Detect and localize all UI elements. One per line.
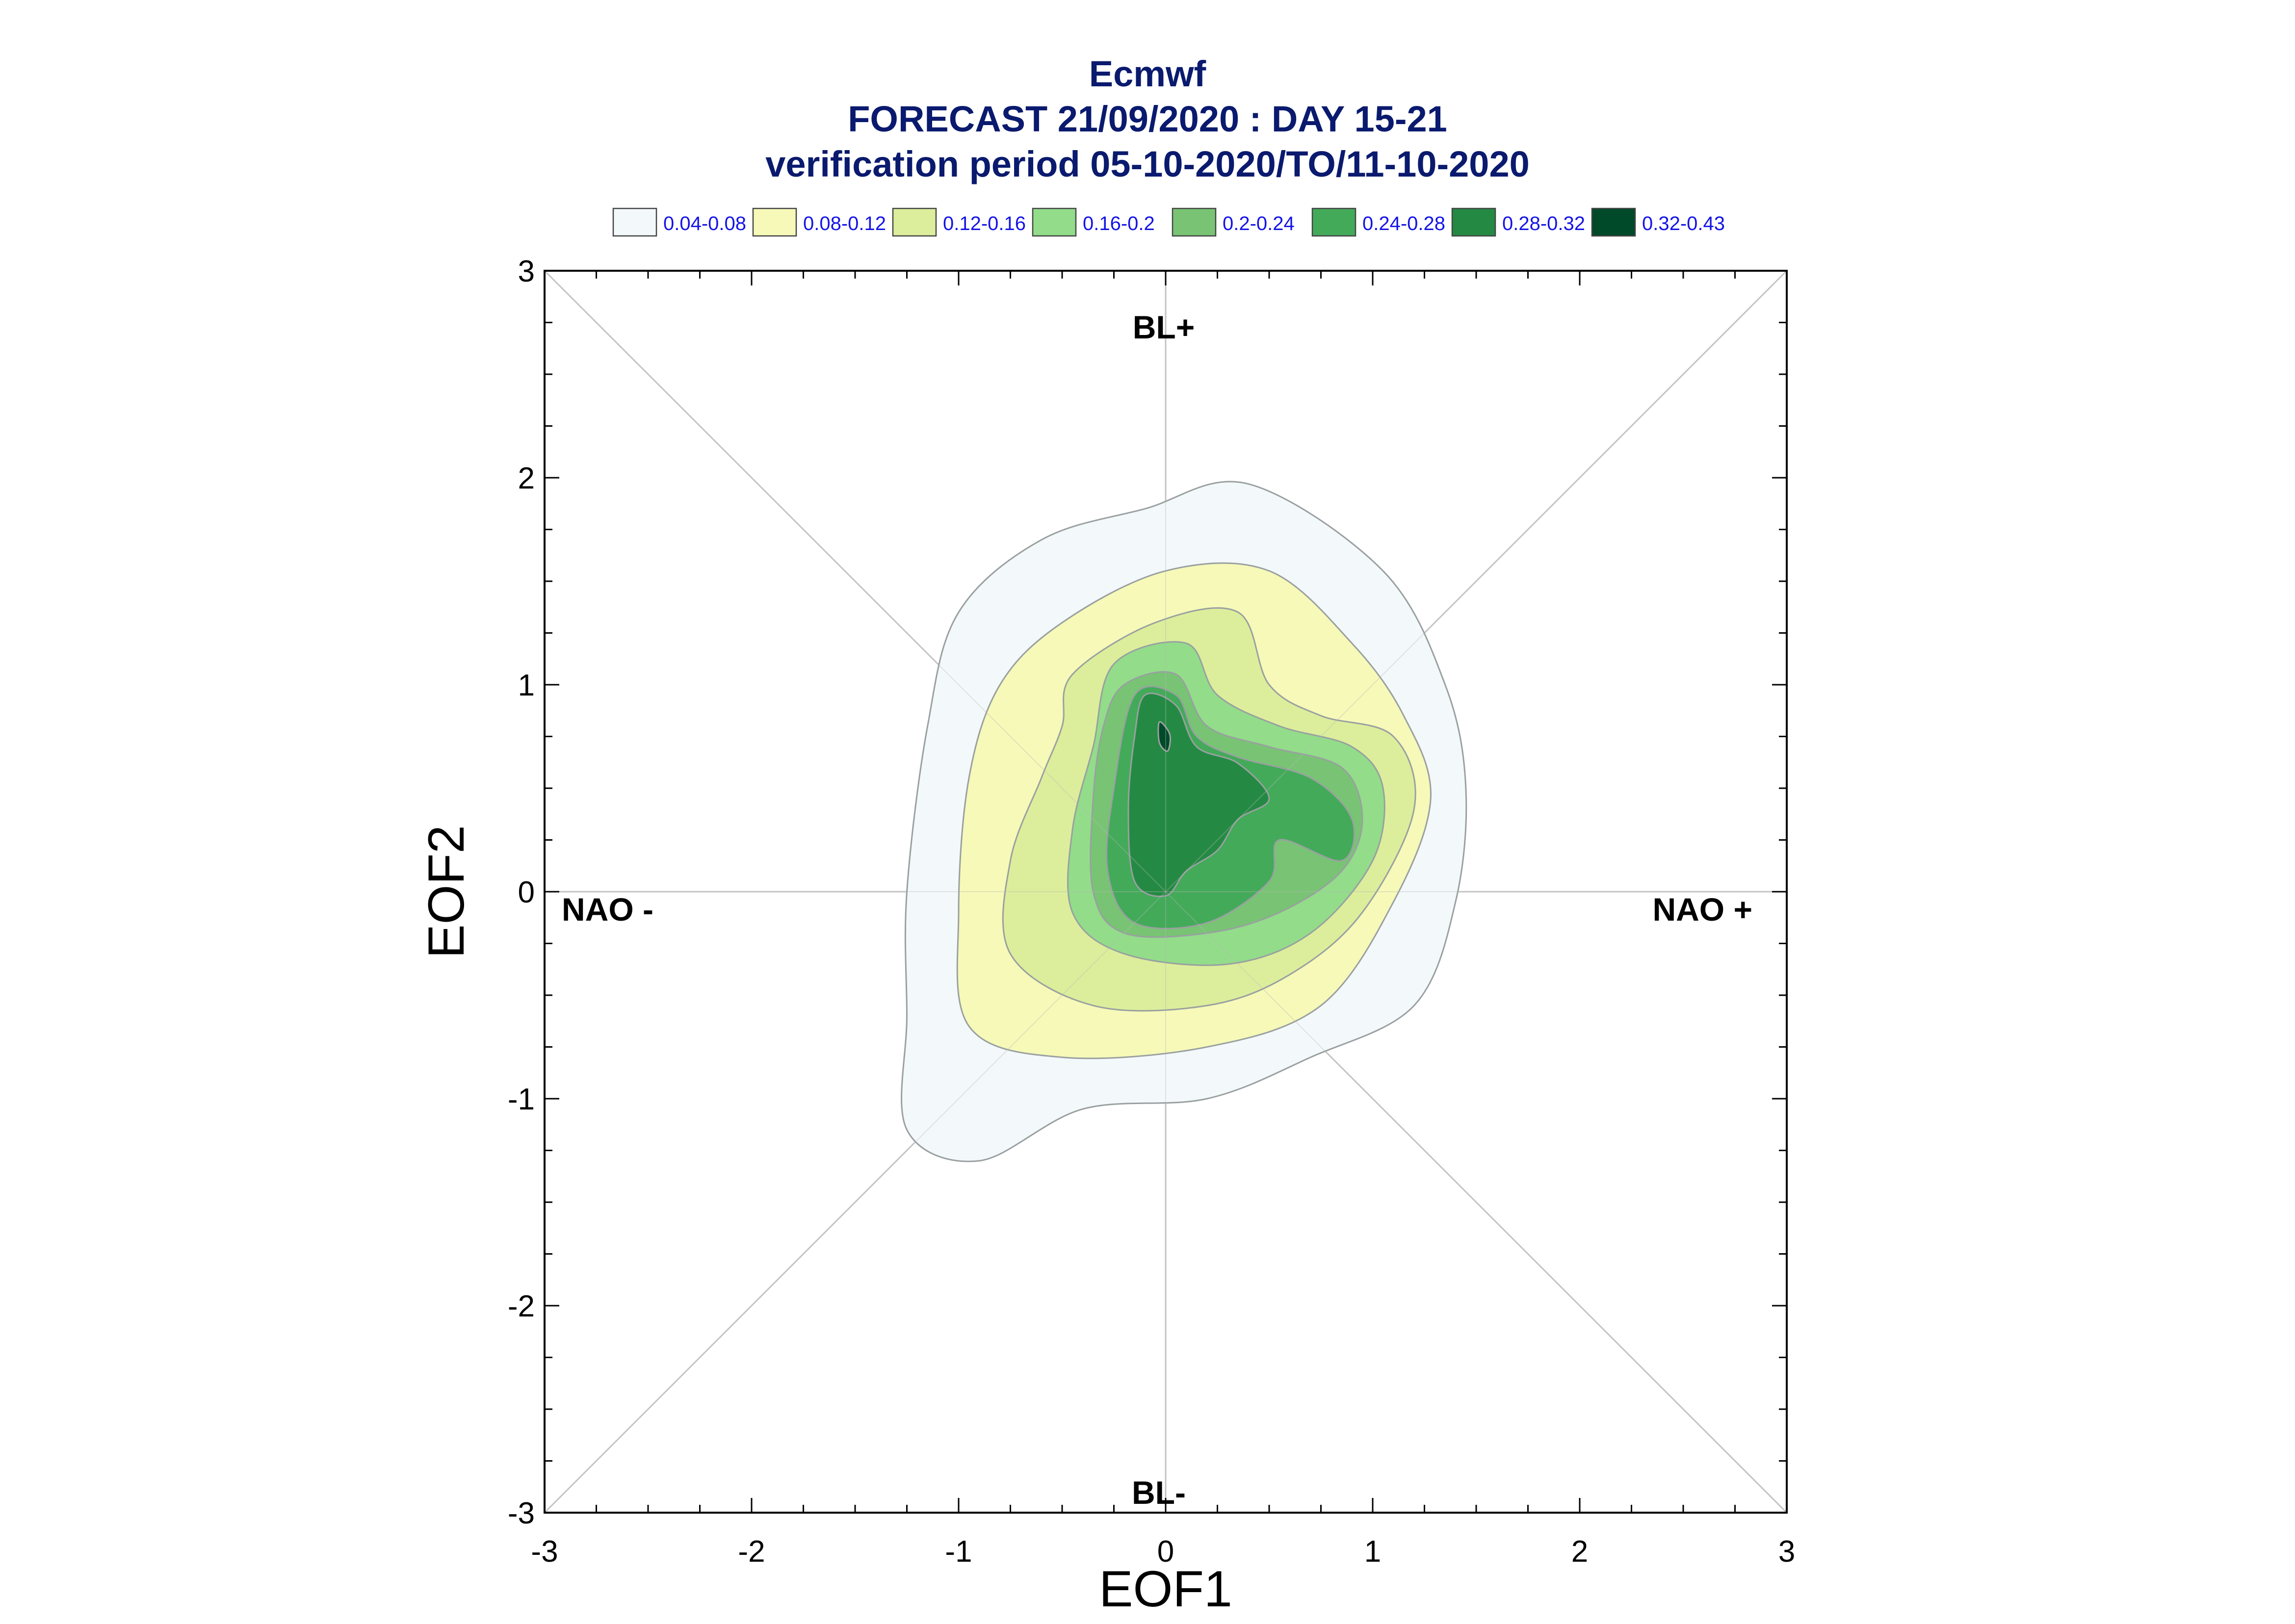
- chart-title-line-1: Ecmwf: [1089, 53, 1206, 94]
- legend-swatch: [752, 207, 797, 237]
- legend-swatch: [1591, 207, 1636, 237]
- x-tick-label: 2: [1571, 1535, 1588, 1569]
- legend-label: 0.2-0.24: [1223, 213, 1295, 234]
- y-axis-label: EOF2: [418, 825, 475, 958]
- legend-swatch: [1451, 207, 1496, 237]
- guide-diagonal-down-overlay: [544, 270, 1787, 1513]
- legend-label: 0.32-0.43: [1642, 213, 1725, 234]
- axis-ticks: -3 -2 -1 0 1 2 3 -3 -2 -1 0 1 2 3: [508, 255, 1795, 1569]
- region-label-nao-plus: NAO +: [1652, 891, 1752, 928]
- legend-swatch: [892, 207, 937, 237]
- x-tick-label: 0: [1157, 1535, 1174, 1569]
- guide-lines-overlay: [544, 270, 1787, 1513]
- region-label-bl-minus: BL-: [1132, 1474, 1186, 1511]
- x-tick-label: 1: [1364, 1535, 1381, 1569]
- legend-swatch: [612, 207, 657, 237]
- legend-swatch: [1311, 207, 1356, 237]
- density-contours: [901, 481, 1467, 1162]
- legend-label: 0.04-0.08: [663, 213, 746, 234]
- legend-label: 0.28-0.32: [1502, 213, 1585, 234]
- y-tick-label: -1: [508, 1083, 535, 1116]
- legend-label: 0.24-0.28: [1362, 213, 1445, 234]
- y-tick-label: 1: [518, 669, 535, 702]
- x-tick-label: -3: [531, 1535, 558, 1569]
- x-tick-label: -1: [945, 1535, 972, 1569]
- y-tick-label: -3: [508, 1496, 535, 1530]
- legend: 0.04-0.08 0.08-0.12 0.12-0.16 0.16-0.2 0.2-0…: [612, 207, 1725, 237]
- legend-label: 0.08-0.12: [803, 213, 886, 234]
- contour-0.32-0.43: [1157, 721, 1171, 752]
- legend-label: 0.12-0.16: [943, 213, 1026, 234]
- guide-diagonal-up-overlay: [544, 270, 1787, 1513]
- y-tick-label: 2: [518, 462, 535, 495]
- y-tick-label: -2: [508, 1289, 535, 1323]
- legend-label: 0.16-0.2: [1083, 213, 1155, 234]
- region-label-bl-plus: BL+: [1133, 309, 1195, 345]
- chart-title-line-3: verification period 05-10-2020/TO/11-10-…: [765, 144, 1530, 184]
- legend-swatch: [1032, 207, 1077, 237]
- x-tick-label: 3: [1778, 1535, 1795, 1569]
- x-axis-label: EOF1: [1099, 1561, 1232, 1618]
- region-label-nao-minus: NAO -: [562, 891, 653, 928]
- y-tick-label: 0: [518, 876, 535, 909]
- chart-title-line-2: FORECAST 21/09/2020 : DAY 15-21: [848, 99, 1447, 139]
- y-tick-label: 3: [518, 255, 535, 288]
- legend-swatch: [1172, 207, 1217, 237]
- x-tick-label: -2: [738, 1535, 765, 1569]
